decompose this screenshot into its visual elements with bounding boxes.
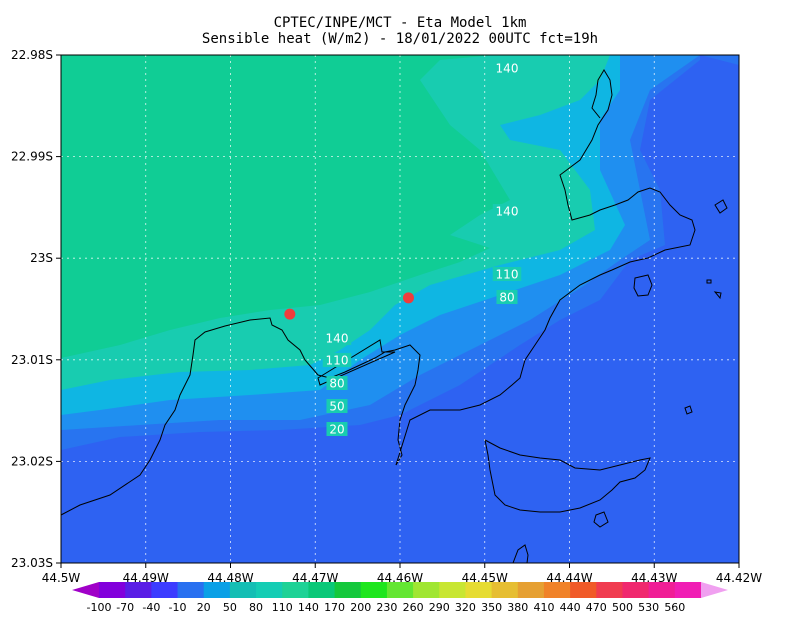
chart-title: CPTEC/INPE/MCT - Eta Model 1km (273, 15, 527, 31)
colorbar-swatch (596, 582, 623, 598)
colorbar-label: 140 (298, 601, 319, 614)
contour-label: 80 (499, 291, 514, 305)
colorbar-label: 530 (638, 601, 659, 614)
chart-subtitle: Sensible heat (W/m2) - 18/01/2022 00UTC … (201, 31, 599, 47)
colorbar-swatch (491, 582, 519, 598)
colorbar-swatch (125, 582, 152, 598)
contour-labels: 140 140 110 80 140 110 80 50 20 (322, 61, 522, 437)
colorbar-label: 350 (481, 601, 502, 614)
colorbar-swatch (334, 582, 362, 598)
colorbar-swatch (308, 582, 336, 598)
colorbar-label: -100 (87, 601, 112, 614)
lat-tick-label: 23.01S (11, 353, 53, 367)
lat-tick-label: 22.98S (11, 48, 53, 62)
contour-label: 20 (329, 423, 344, 437)
lon-tick-label: 44.46W (377, 571, 423, 585)
colorbar-label: 380 (507, 601, 528, 614)
contour-label: 140 (496, 205, 519, 219)
colorbar-label: -10 (169, 601, 187, 614)
lon-tick-label: 44.48W (207, 571, 253, 585)
contour-label-bg (326, 376, 348, 390)
contour-label: 110 (496, 268, 519, 282)
colorbar-swatch (648, 582, 676, 598)
lon-tick-label: 44.42W (716, 571, 762, 585)
colorbar-label: 470 (586, 601, 607, 614)
contour-label-bg (496, 290, 518, 304)
colorbar-swatch (543, 582, 571, 598)
lon-tick-label: 44.43W (631, 571, 677, 585)
colorbar-swatch (622, 582, 650, 598)
lat-tick-label: 22.99S (11, 150, 53, 164)
contour-label-bg (492, 267, 522, 281)
axis-ticks: 44.5W 44.49W 44.48W 44.47W 44.46W 44.45W 44.44… (11, 48, 762, 585)
colorbar-swatch (386, 582, 414, 598)
contour-label: 80 (329, 377, 344, 391)
contour-label-bg (492, 61, 522, 75)
lat-tick-label: 23.02S (11, 454, 53, 468)
contour-label-bg (326, 399, 348, 413)
lat-tick-label: 23.03S (11, 556, 53, 570)
colorbar-label: -40 (142, 601, 160, 614)
contour-label-bg (492, 204, 522, 218)
colorbar-high-arrow (701, 582, 728, 598)
contour-label: 110 (326, 354, 349, 368)
colorbar-swatch (177, 582, 205, 598)
colorbar-swatch (256, 582, 283, 598)
colorbar-label: 440 (560, 601, 581, 614)
lat-tick-label: 23S (30, 251, 53, 265)
colorbar-label: -70 (116, 601, 134, 614)
colorbar-swatch (151, 582, 179, 598)
colorbar-low-arrow (72, 582, 99, 598)
colorbar-label: 230 (376, 601, 397, 614)
colorbar-label: 560 (664, 601, 685, 614)
colorbar-swatch (99, 582, 126, 598)
contour-label-bg (322, 353, 352, 367)
colorbar-label: 260 (403, 601, 424, 614)
lon-tick-label: 44.45W (462, 571, 508, 585)
colorbar-label: 410 (533, 601, 554, 614)
colorbar-label: 50 (223, 601, 237, 614)
colorbar-swatch (229, 582, 257, 598)
colorbar-label: 200 (350, 601, 371, 614)
colorbar-swatch (674, 582, 702, 598)
colorbar-swatch (465, 582, 493, 598)
colorbar-swatch (360, 582, 388, 598)
colorbar-label: 20 (197, 601, 211, 614)
lon-tick-label: 44.47W (292, 571, 338, 585)
colorbar: -100 -70 -40 -10 20 50 80 110 140 170 200 230 260 290… (72, 582, 728, 614)
contour-label: 140 (496, 62, 519, 76)
contour-label-bg (322, 331, 352, 345)
coastline (61, 69, 728, 563)
colorbar-label: 80 (249, 601, 263, 614)
colorbar-label: 170 (324, 601, 345, 614)
colorbar-swatch (203, 582, 231, 598)
station-markers (284, 292, 414, 320)
contour-label: 50 (329, 400, 344, 414)
colorbar-label: 290 (429, 601, 450, 614)
colorbar-swatch (282, 582, 309, 598)
colorbar-label: 320 (455, 601, 476, 614)
colorbar-label: 110 (272, 601, 293, 614)
field-band-170 (61, 55, 510, 358)
station-marker-station-west (284, 308, 296, 320)
colorbar-swatch (570, 582, 597, 598)
grid-lines (61, 55, 739, 563)
colorbar-label: 500 (612, 601, 633, 614)
contour-label: 140 (326, 332, 349, 346)
colorbar-swatch (517, 582, 545, 598)
lon-tick-label: 44.5W (42, 571, 81, 585)
contour-label-bg (326, 422, 348, 436)
lon-tick-label: 44.49W (123, 571, 169, 585)
colorbar-swatch (439, 582, 466, 598)
lon-tick-label: 44.44W (546, 571, 592, 585)
station-marker-station-east (402, 292, 414, 304)
colorbar-swatch (413, 582, 440, 598)
